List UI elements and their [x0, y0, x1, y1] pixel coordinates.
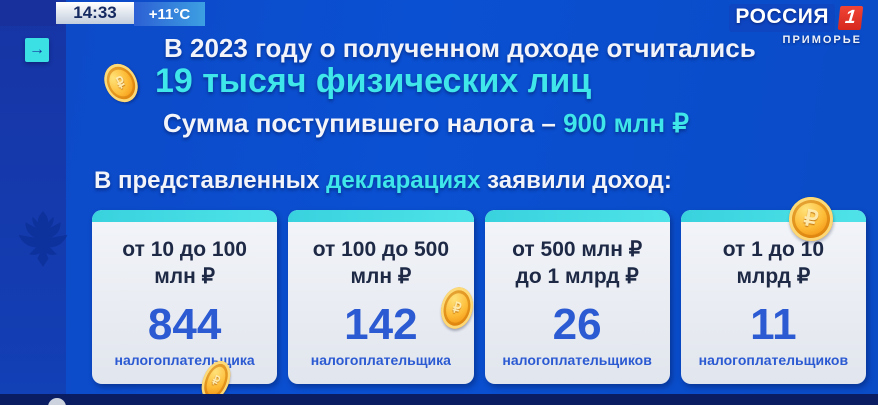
- top-left-corner-bar: [0, 0, 57, 26]
- income-card-4: от 1 до 10 млрд ₽ 11 налогоплательщиков: [680, 210, 866, 384]
- card-count: 11: [750, 299, 797, 349]
- card-range: от 1 до 10 млрд ₽: [722, 238, 825, 289]
- card-unit: налогоплательщика: [310, 351, 451, 368]
- card-range: от 10 до 100 млн ₽: [122, 238, 247, 289]
- headline-tax-line: Сумма поступившего налога – 900 млн ₽: [163, 108, 689, 139]
- card-count: 26: [552, 299, 602, 349]
- income-cards-row: от 10 до 100 млн ₽ 844 налогоплательщика…: [92, 210, 866, 384]
- income-card-3: от 500 млн ₽ до 1 млрд ₽ 26 налогоплател…: [484, 210, 670, 384]
- card-count: 142: [344, 299, 418, 349]
- clock-time: 14:33: [73, 3, 117, 22]
- card-accent-bar: [484, 210, 670, 222]
- tax-value: 900 млн ₽: [563, 108, 689, 138]
- subtitle-highlight: декларациях: [326, 167, 481, 194]
- card-count: 844: [147, 299, 222, 349]
- tax-service-eagle-watermark-icon: [8, 203, 78, 275]
- channel-number-icon: 1: [837, 6, 864, 30]
- card-accent-bar: [288, 210, 474, 222]
- income-card-2: от 100 до 500 млн ₽ 142 налогоплательщик…: [288, 210, 474, 384]
- card-accent-bar: [680, 210, 866, 222]
- clock-badge: 14:33: [56, 2, 134, 24]
- temperature-value: +11°C: [148, 5, 191, 23]
- channel-name: РОССИЯ: [729, 4, 835, 32]
- income-card-1: от 10 до 100 млн ₽ 844 налогоплательщика: [92, 210, 278, 384]
- card-range: от 500 млн ₽ до 1 млрд ₽: [512, 238, 643, 289]
- card-unit: налогоплательщиков: [698, 351, 849, 368]
- next-arrow-button[interactable]: →: [25, 38, 49, 62]
- arrow-right-icon: →: [29, 41, 45, 58]
- bottom-logo-circle: [48, 398, 66, 405]
- subtitle-post: заявили доход:: [480, 167, 672, 194]
- card-unit: налогоплательщиков: [502, 351, 652, 368]
- headline-line2: 19 тысяч физических лиц: [155, 62, 592, 100]
- card-range: от 100 до 500 млн ₽: [312, 238, 450, 289]
- cards-subtitle: В представленных декларациях заявили дох…: [94, 167, 672, 195]
- headline-line1: В 2023 году о полученном доходе отчитали…: [164, 33, 756, 63]
- subtitle-pre: В представленных: [94, 167, 327, 194]
- card-accent-bar: [92, 210, 278, 222]
- channel-logo: РОССИЯ 1 ПРИМОРЬЕ: [729, 4, 864, 46]
- temperature-badge: +11°C: [134, 2, 205, 26]
- ruble-coin-icon: ₽: [97, 58, 145, 108]
- card-unit: налогоплательщика: [114, 351, 255, 368]
- bottom-navy-bar: [0, 394, 878, 405]
- left-screen-strip: [0, 0, 66, 405]
- channel-region: ПРИМОРЬЕ: [782, 34, 862, 46]
- tax-label: Сумма поступившего налога –: [163, 108, 564, 138]
